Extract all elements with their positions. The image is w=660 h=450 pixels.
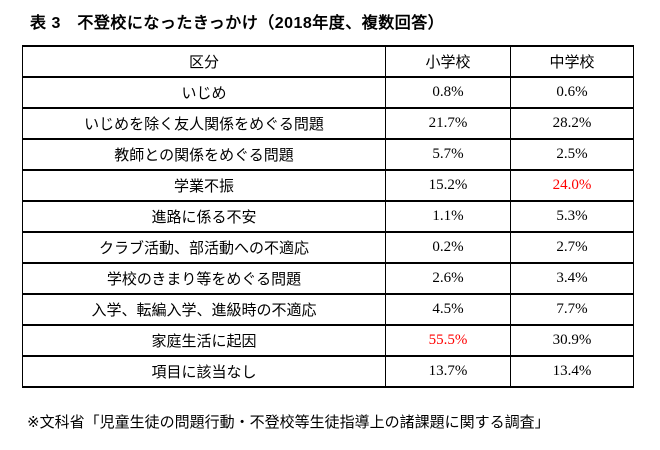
elementary-value-cell: 5.7%: [385, 138, 511, 171]
junior-high-value-cell: 0.6%: [510, 76, 634, 109]
table-row: 項目に該当なし 13.7% 13.4%: [22, 355, 634, 388]
elementary-value-cell: 2.6%: [385, 262, 511, 295]
table-title: 表 3 不登校になったきっかけ（2018年度、複数回答）: [30, 15, 445, 32]
elementary-value-cell: 4.5%: [385, 293, 511, 326]
header-cell-elementary: 小学校: [385, 45, 511, 78]
junior-high-value-cell: 2.5%: [510, 138, 634, 171]
table-row: いじめ 0.8% 0.6%: [22, 76, 634, 109]
category-cell: 入学、転編入学、進級時の不適応: [22, 293, 386, 326]
header-cell-category: 区分: [22, 45, 386, 78]
junior-high-value-cell: 3.4%: [510, 262, 634, 295]
table-row: 家庭生活に起因 55.5% 30.9%: [22, 324, 634, 357]
table-row: 学校のきまり等をめぐる問題 2.6% 3.4%: [22, 262, 634, 295]
category-cell: 家庭生活に起因: [22, 324, 386, 357]
category-cell: 学業不振: [22, 169, 386, 202]
elementary-value-cell: 55.5%: [385, 324, 511, 357]
elementary-value-cell: 0.2%: [385, 231, 511, 264]
elementary-value-cell: 13.7%: [385, 355, 511, 388]
junior-high-value-cell: 2.7%: [510, 231, 634, 264]
table-header: 区分 小学校 中学校: [22, 45, 634, 78]
table-row: 進路に係る不安 1.1% 5.3%: [22, 200, 634, 233]
junior-high-value-cell: 28.2%: [510, 107, 634, 140]
table-row: 教師との関係をめぐる問題 5.7% 2.5%: [22, 138, 634, 171]
source-footnote: ※文科省「児童生徒の問題行動・不登校等生徒指導上の諸課題に関する調査」: [27, 414, 550, 431]
table-row: クラブ活動、部活動への不適応 0.2% 2.7%: [22, 231, 634, 264]
category-cell: クラブ活動、部活動への不適応: [22, 231, 386, 264]
junior-high-value-cell: 13.4%: [510, 355, 634, 388]
category-cell: いじめ: [22, 76, 386, 109]
category-cell: 項目に該当なし: [22, 355, 386, 388]
elementary-value-cell: 0.8%: [385, 76, 511, 109]
elementary-value-cell: 21.7%: [385, 107, 511, 140]
header-row: 区分 小学校 中学校: [22, 45, 634, 78]
table-row: 入学、転編入学、進級時の不適応 4.5% 7.7%: [22, 293, 634, 326]
table-row: 学業不振 15.2% 24.0%: [22, 169, 634, 202]
category-cell: 進路に係る不安: [22, 200, 386, 233]
elementary-value-cell: 1.1%: [385, 200, 511, 233]
category-cell: 教師との関係をめぐる問題: [22, 138, 386, 171]
table-body: いじめ 0.8% 0.6% いじめを除く友人関係をめぐる問題 21.7% 28.2% 教師と…: [22, 76, 634, 388]
elementary-value-cell: 15.2%: [385, 169, 511, 202]
category-cell: いじめを除く友人関係をめぐる問題: [22, 107, 386, 140]
junior-high-value-cell: 5.3%: [510, 200, 634, 233]
reasons-table: 区分 小学校 中学校 いじめ 0.8% 0.6% いじめを除く友人関係をめぐる問題 21…: [22, 45, 634, 388]
header-cell-junior-high: 中学校: [510, 45, 634, 78]
junior-high-value-cell: 7.7%: [510, 293, 634, 326]
category-cell: 学校のきまり等をめぐる問題: [22, 262, 386, 295]
table-row: いじめを除く友人関係をめぐる問題 21.7% 28.2%: [22, 107, 634, 140]
junior-high-value-cell: 30.9%: [510, 324, 634, 357]
junior-high-value-cell: 24.0%: [510, 169, 634, 202]
